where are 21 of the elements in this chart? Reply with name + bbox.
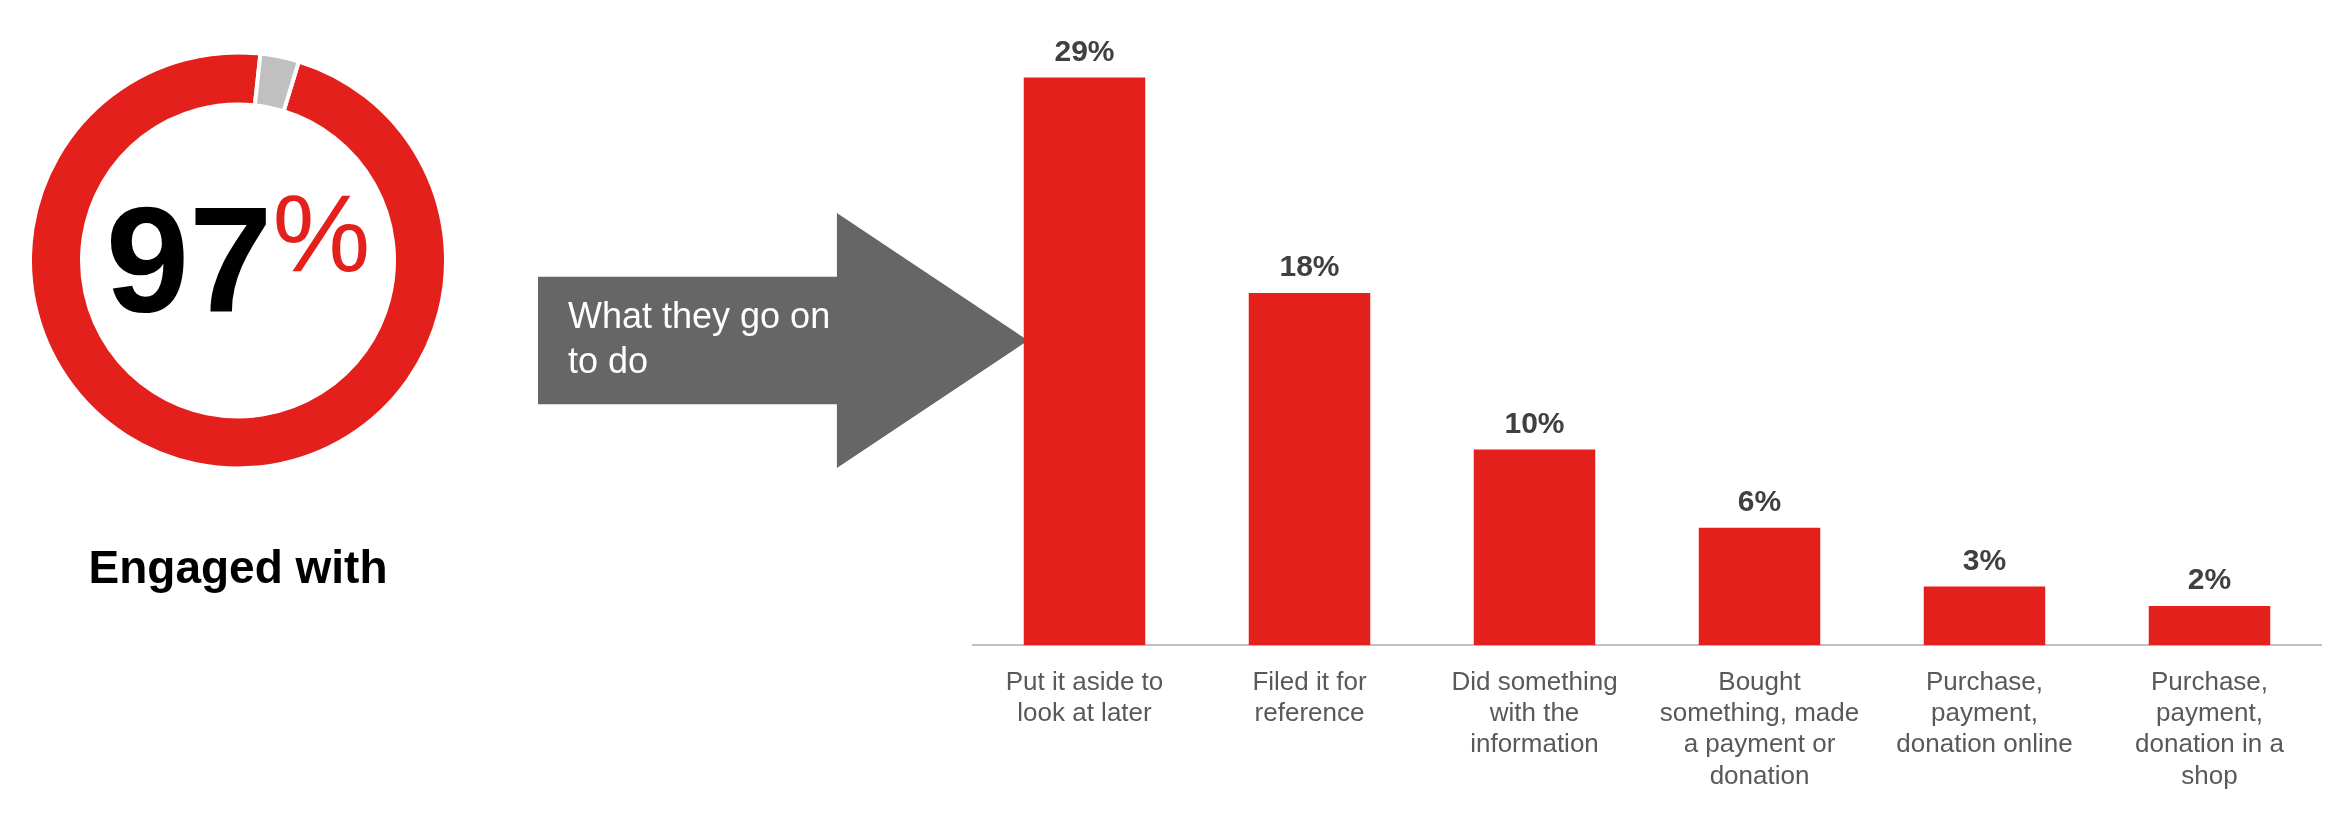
bar xyxy=(1023,77,1146,646)
data-label: 10% xyxy=(1504,405,1565,439)
bar xyxy=(1923,586,2046,646)
x-tick-label: Put it aside to look at later xyxy=(1005,665,1164,728)
data-label: 29% xyxy=(1054,33,1115,67)
x-tick-label: Purchase, payment, donation online xyxy=(1896,665,2073,759)
text: What they go on to do xyxy=(568,294,832,383)
x-tick-label: Did something with the information xyxy=(1451,665,1618,759)
x-tick-label: Bought something, made a payment or donation xyxy=(1659,665,1860,790)
data-label: 3% xyxy=(1962,542,2007,576)
data-label: 97% xyxy=(105,170,371,344)
x-tick-label: Purchase, payment, donation in a shop xyxy=(2135,665,2285,790)
bar xyxy=(1698,527,1821,646)
data-label: 2% xyxy=(2187,562,2232,596)
bar xyxy=(1248,292,1371,646)
x-tick-label: Filed it for reference xyxy=(1252,665,1367,728)
bar xyxy=(1473,449,1596,646)
data-label: 18% xyxy=(1279,249,1340,283)
data-label: 6% xyxy=(1737,484,1782,518)
bar xyxy=(2148,606,2271,646)
text: Engaged with xyxy=(88,541,388,594)
